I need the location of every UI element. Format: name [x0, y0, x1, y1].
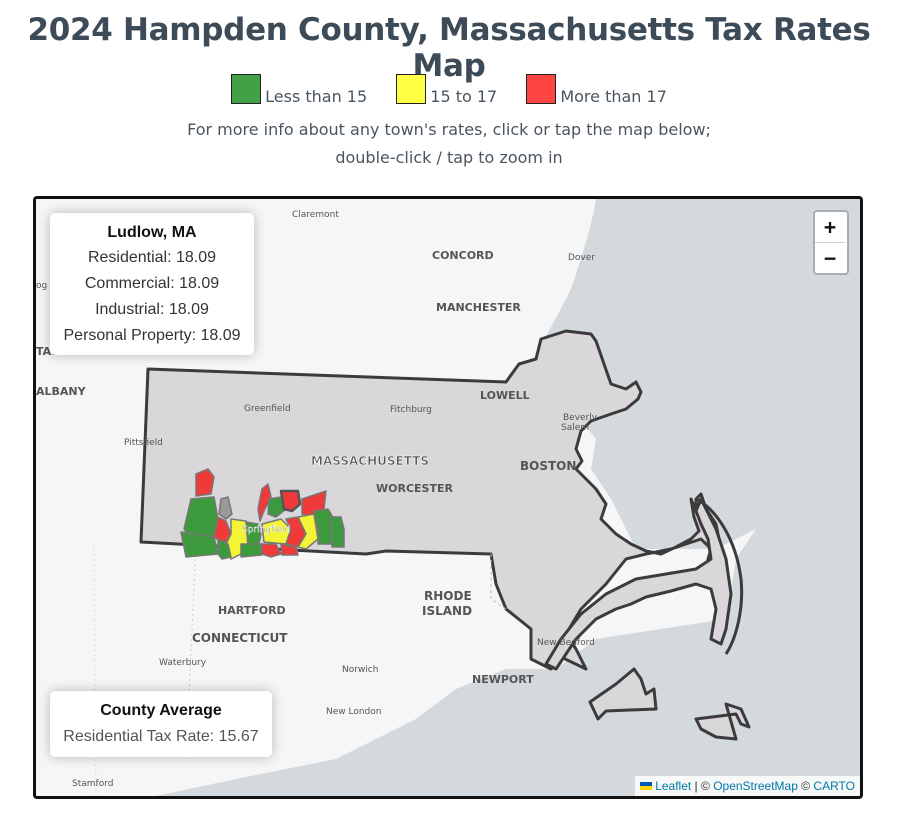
town-info-panel: Ludlow, MA Residential: 18.09 Commercial…: [50, 213, 254, 355]
personal-property-rate: Personal Property: 18.09: [63, 327, 241, 344]
residential-rate: Residential: 18.09: [87, 249, 217, 266]
cape-cod-tip: [695, 497, 744, 655]
label-salem: Salem: [561, 423, 589, 433]
label-hartford: HARTFORD: [218, 604, 286, 617]
nantucket-outline: [694, 702, 751, 741]
county-average-panel: County Average Residential Tax Rate: 15.…: [50, 691, 272, 757]
label-boston: BOSTON: [520, 459, 576, 473]
ukraine-flag-icon: [640, 782, 653, 790]
label-greenfield: Greenfield: [244, 404, 291, 414]
label-rhode: RHODE: [424, 589, 472, 603]
town-gray[interactable]: [218, 496, 233, 520]
town-green[interactable]: [217, 538, 232, 560]
leaflet-link[interactable]: Leaflet: [655, 779, 692, 793]
map-container[interactable]: Claremont CONCORD Dover MANCHESTER og TA…: [33, 196, 863, 799]
legend-swatch-yellow: [396, 74, 427, 104]
legend-item-high: More than 17: [526, 74, 667, 106]
industrial-rate: Industrial: 18.09: [95, 301, 209, 318]
legend-swatch-red: [526, 74, 557, 104]
legend-swatch-green: [231, 74, 262, 104]
label-newport: NEWPORT: [472, 673, 534, 686]
label-og: og: [36, 281, 47, 291]
legend-item-low: Less than 15: [231, 74, 368, 106]
town-green[interactable]: [267, 496, 287, 518]
zoom-out-button[interactable]: −: [815, 242, 845, 273]
attribution-separator: | ©: [691, 779, 714, 793]
label-claremont: Claremont: [292, 210, 339, 220]
town-red[interactable]: [257, 483, 272, 522]
town-green[interactable]: [313, 508, 335, 545]
map-labels: Claremont CONCORD Dover MANCHESTER og TA…: [36, 210, 598, 789]
label-springfield: Springfield: [242, 525, 290, 535]
town-red[interactable]: [195, 468, 215, 497]
county-average-heading: County Average: [100, 702, 222, 719]
label-massachusetts: MASSACHUSETTS: [311, 454, 429, 468]
label-beverly: Beverly: [563, 413, 598, 423]
legend-item-mid: 15 to 17: [396, 74, 498, 106]
legend: Less than 15 15 to 17 More than 17: [0, 74, 898, 106]
page-title: 2024 Hampden County, Massachusetts Tax R…: [27, 12, 871, 84]
openstreetmap-link[interactable]: OpenStreetMap: [713, 779, 798, 793]
town-ludlow[interactable]: [279, 489, 302, 513]
instructions-line-1: For more info about any town's rates, cl…: [187, 120, 711, 139]
label-island: ISLAND: [422, 604, 472, 618]
instructions: For more info about any town's rates, cl…: [0, 116, 898, 172]
label-concord: CONCORD: [432, 249, 494, 262]
carto-link[interactable]: CARTO: [813, 779, 855, 793]
zoom-control: + −: [813, 210, 849, 275]
label-stamford: Stamford: [72, 779, 113, 789]
map-attribution: Leaflet | © OpenStreetMap © CARTO: [635, 776, 860, 796]
town-name: Ludlow, MA: [107, 224, 197, 241]
instructions-line-2: double-click / tap to zoom in: [335, 148, 563, 167]
town-green[interactable]: [330, 516, 345, 548]
hampden-county-towns[interactable]: [180, 468, 345, 560]
town-red[interactable]: [213, 516, 232, 545]
label-albany: ALBANY: [36, 385, 87, 398]
marthas-vineyard-outline: [588, 667, 658, 721]
legend-label: Less than 15: [265, 87, 368, 106]
county-average-rate: Residential Tax Rate: 15.67: [63, 728, 259, 745]
label-fitchburg: Fitchburg: [390, 405, 432, 415]
legend-label: 15 to 17: [430, 87, 498, 106]
label-pittsfield: Pittsfield: [124, 438, 163, 448]
commercial-rate: Commercial: 18.09: [84, 275, 220, 292]
legend-label: More than 17: [560, 87, 667, 106]
town-green[interactable]: [245, 521, 262, 550]
label-norwich: Norwich: [342, 665, 378, 675]
attribution-separator-2: ©: [797, 779, 814, 793]
label-new-london: New London: [326, 707, 381, 717]
cape-cod-outline: [544, 497, 733, 671]
zoom-in-button[interactable]: +: [823, 215, 837, 239]
label-waterbury: Waterbury: [159, 658, 207, 668]
town-green[interactable]: [240, 543, 263, 558]
label-worcester: WORCESTER: [376, 482, 453, 495]
label-connecticut: CONNECTICUT: [192, 631, 288, 645]
label-lowell: LOWELL: [480, 389, 530, 402]
label-manchester: MANCHESTER: [436, 301, 521, 314]
label-dover: Dover: [568, 253, 595, 263]
town-red[interactable]: [280, 543, 299, 556]
label-new-bedford: New Bedford: [537, 638, 595, 648]
